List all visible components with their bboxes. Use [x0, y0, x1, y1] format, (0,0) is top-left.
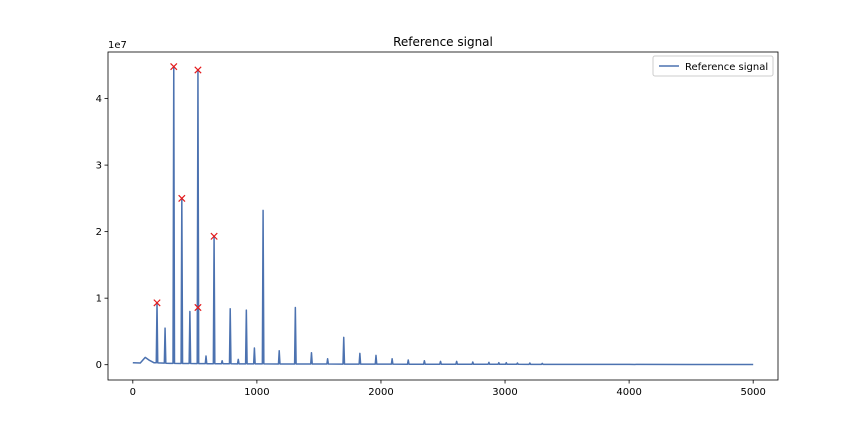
peak-marker-stroke	[178, 194, 186, 202]
peak-marker-stroke	[194, 303, 202, 312]
peak-marker	[194, 303, 202, 312]
plot-area	[132, 63, 754, 366]
peak-marker-stroke	[194, 66, 202, 74]
legend-box	[652, 55, 774, 77]
legend-label: Reference signal	[685, 62, 768, 73]
peak-marker	[170, 63, 178, 71]
y-tick-label: 0	[96, 360, 102, 371]
x-tick-label: 5000	[740, 387, 765, 398]
x-tick-label: 0	[130, 387, 136, 398]
x-tick-label: 4000	[616, 387, 641, 398]
axes-frame	[107, 51, 779, 381]
x-tick-label: 2000	[368, 387, 393, 398]
x-tick-label: 1000	[244, 387, 269, 398]
y-offset-label: 1e7	[108, 40, 127, 51]
peak-marker	[194, 66, 202, 74]
y-tick-label: 1	[96, 294, 102, 305]
peak-marker	[153, 299, 161, 307]
peak-marker-stroke	[210, 232, 218, 240]
peak-marker	[210, 232, 218, 240]
y-tick-label: 3	[96, 161, 102, 172]
peak-marker-stroke	[153, 299, 161, 307]
chart-title: Reference signal	[393, 35, 493, 49]
series-line-reference-signal	[132, 65, 754, 366]
legend: Reference signal	[652, 55, 774, 77]
axes: 0 1000 2000 3000 4000 5000 0 1 2 3 4	[96, 51, 779, 398]
peak-marker	[178, 194, 186, 202]
peak-marker-stroke	[170, 63, 178, 71]
y-tick-label: 4	[96, 94, 102, 105]
y-tick-label: 2	[96, 227, 102, 238]
x-tick-label: 3000	[492, 387, 517, 398]
